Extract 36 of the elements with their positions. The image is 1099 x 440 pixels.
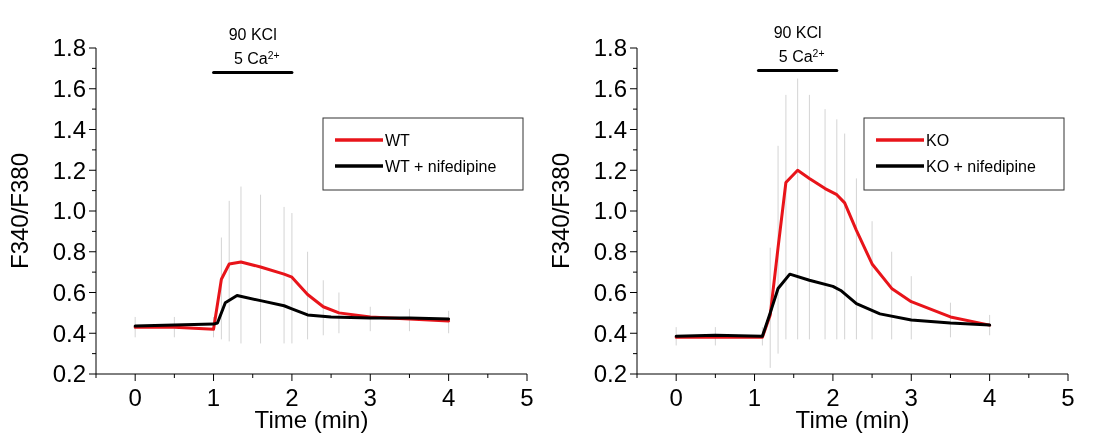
legend-label: KO + nifedipine (926, 157, 1036, 175)
y-tick-label: 1.8 (593, 34, 627, 62)
y-tick-label: 1.4 (52, 115, 86, 143)
y-tick-label: 0.2 (593, 360, 627, 388)
x-tick-label: 1 (206, 384, 221, 411)
x-tick-label: 4 (441, 384, 456, 411)
line-series (133, 294, 451, 328)
y-tick-label: 0.8 (593, 238, 627, 266)
y-tick-label: 0.2 (52, 360, 86, 388)
y-tick-label: 1.0 (52, 197, 86, 225)
y-axis-title: F340/F380 (547, 152, 574, 270)
y-tick-label: 0.6 (52, 278, 86, 306)
x-tick-label: 4 (982, 384, 997, 411)
x-tick-label: 0 (128, 384, 142, 411)
x-tick-label: 5 (1061, 384, 1075, 411)
x-tick-label: 5 (520, 384, 534, 411)
y-tick-label: 0.6 (593, 278, 627, 306)
legend-label: WT (385, 131, 411, 149)
y-axis-title: F340/F380 (6, 152, 33, 270)
y-tick-label: 0.8 (52, 238, 86, 266)
line-series (674, 272, 992, 338)
y-tick-label: 0.4 (52, 319, 86, 347)
y-tick-label: 1.2 (593, 156, 627, 184)
legend-label: KO (926, 131, 950, 149)
y-tick-label: 1.6 (52, 75, 86, 103)
y-tick-label: 1.8 (52, 34, 86, 62)
y-tick-label: 1.2 (52, 156, 86, 184)
x-tick-label: 0 (669, 384, 683, 411)
legend-label: WT + nifedipine (385, 157, 497, 175)
annotation: 90 KCl 5 Ca$^{2+}$ (228, 26, 280, 68)
annotation: 90 KCl 5 Ca$^{2+}$ (773, 24, 825, 66)
x-tick-label: 1 (747, 384, 762, 411)
y-tick-label: 1.4 (593, 115, 627, 143)
y-tick-label: 1.0 (593, 197, 627, 225)
y-tick-label: 1.6 (593, 75, 627, 103)
y-tick-label: 0.4 (593, 319, 627, 347)
